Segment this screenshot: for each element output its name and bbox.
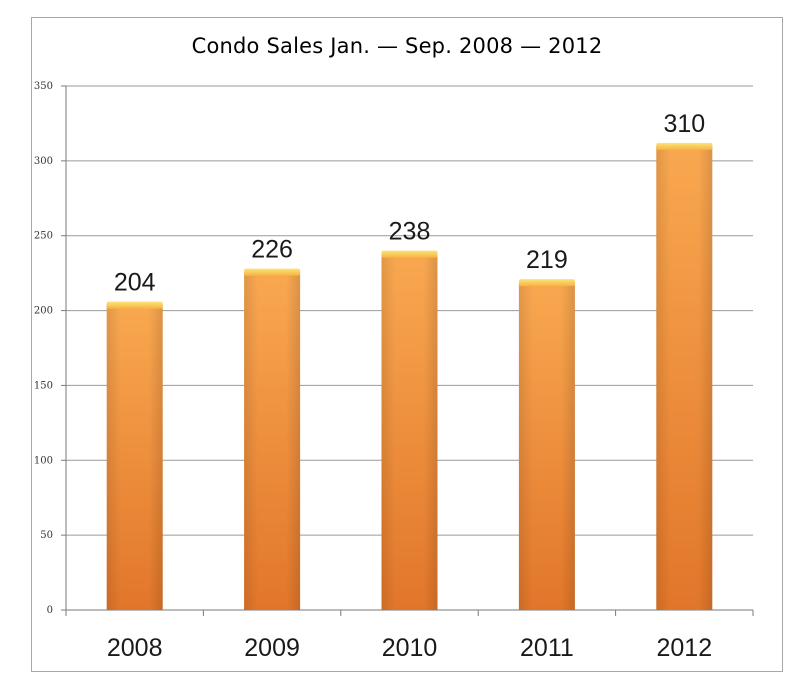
bar-cap [381, 250, 438, 258]
bar-cap [244, 268, 301, 276]
y-tick-label: 200 [34, 306, 53, 317]
data-label: 238 [389, 218, 431, 246]
y-tick-label: 150 [34, 380, 53, 391]
bar-shading [106, 304, 163, 610]
data-label: 219 [526, 246, 568, 274]
data-label: 310 [663, 110, 705, 138]
y-tick-label: 300 [34, 156, 53, 167]
bar-shading [518, 282, 575, 610]
y-tick-label: 0 [47, 605, 53, 616]
y-tick-label: 100 [34, 455, 53, 466]
data-label: 226 [251, 236, 293, 264]
bar-shading [381, 253, 438, 610]
bar-cap [518, 279, 575, 287]
data-label: 204 [114, 269, 156, 297]
bar-cap [106, 301, 163, 309]
x-tick-label: 2009 [244, 634, 300, 662]
y-tick-label: 350 [34, 81, 53, 92]
x-tick-label: 2010 [382, 634, 438, 662]
x-tick-label: 2012 [656, 634, 712, 662]
bar-shading [656, 145, 713, 610]
bar-shading [244, 271, 301, 610]
y-tick-label: 50 [40, 530, 53, 541]
chart-title: Condo Sales Jan. — Sep. 2008 — 2012 [191, 34, 603, 58]
y-tick-label: 250 [34, 231, 53, 242]
x-tick-label: 2008 [107, 634, 163, 662]
x-tick-label: 2011 [520, 634, 574, 662]
bar-cap [656, 142, 713, 150]
